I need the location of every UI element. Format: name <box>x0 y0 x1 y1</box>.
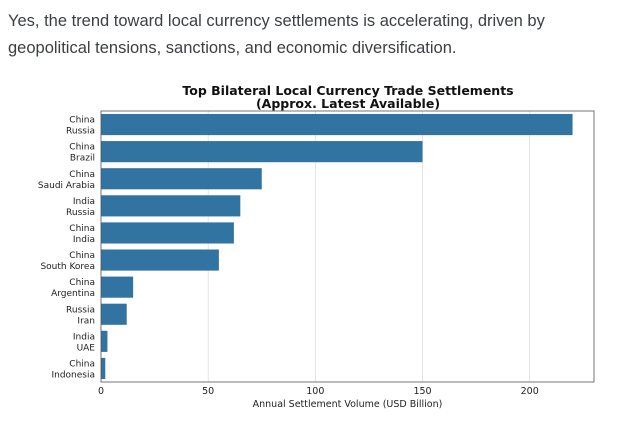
y-tick-label: China <box>69 251 95 261</box>
bar <box>101 195 241 217</box>
x-tick-label: 0 <box>98 386 104 397</box>
y-tick-label: UAE <box>77 343 96 353</box>
bar <box>101 330 108 352</box>
bar <box>101 113 573 136</box>
chart-subtitle: (Approx. Latest Available) <box>255 96 441 111</box>
bar <box>101 141 423 163</box>
y-tick-label: China <box>69 116 95 126</box>
y-tick-label: India <box>73 332 95 342</box>
y-tick-label: Brazil <box>70 154 95 164</box>
y-tick-label: India <box>73 197 95 207</box>
chart-title: Top Bilateral Local Currency Trade Settl… <box>182 83 514 98</box>
bar <box>101 249 219 271</box>
y-tick-label: South Korea <box>40 262 95 272</box>
y-tick-label: India <box>73 235 95 245</box>
bar <box>101 357 106 380</box>
bar <box>101 222 234 244</box>
chart-bars <box>101 113 573 380</box>
y-tick-label: China <box>69 359 95 369</box>
y-tick-label: Russia <box>66 208 95 218</box>
y-tick-label: Iran <box>77 316 95 326</box>
x-tick-label: 100 <box>306 386 324 397</box>
x-axis-label: Annual Settlement Volume (USD Billion) <box>253 399 443 410</box>
x-tick-label: 50 <box>202 386 214 397</box>
y-tick-label: Indonesia <box>51 370 95 380</box>
y-tick-label: China <box>69 143 95 153</box>
y-tick-label: China <box>69 224 95 234</box>
y-tick-label: China <box>69 170 95 180</box>
y-tick-label: Russia <box>66 127 95 137</box>
bar <box>101 168 262 190</box>
y-tick-label: China <box>69 278 95 288</box>
x-tick-label: 200 <box>521 386 539 397</box>
bar <box>101 276 134 298</box>
intro-paragraph: Yes, the trend toward local currency set… <box>8 12 545 57</box>
y-tick-label: Russia <box>66 305 95 315</box>
bar <box>101 303 127 325</box>
y-tick-label: Saudi Arabia <box>38 181 95 191</box>
y-tick-label: Argentina <box>51 289 95 299</box>
x-tick-label: 150 <box>413 386 431 397</box>
plot-frame <box>100 110 595 383</box>
x-axis-ticks: 0 50 100 150 200 <box>98 386 539 397</box>
